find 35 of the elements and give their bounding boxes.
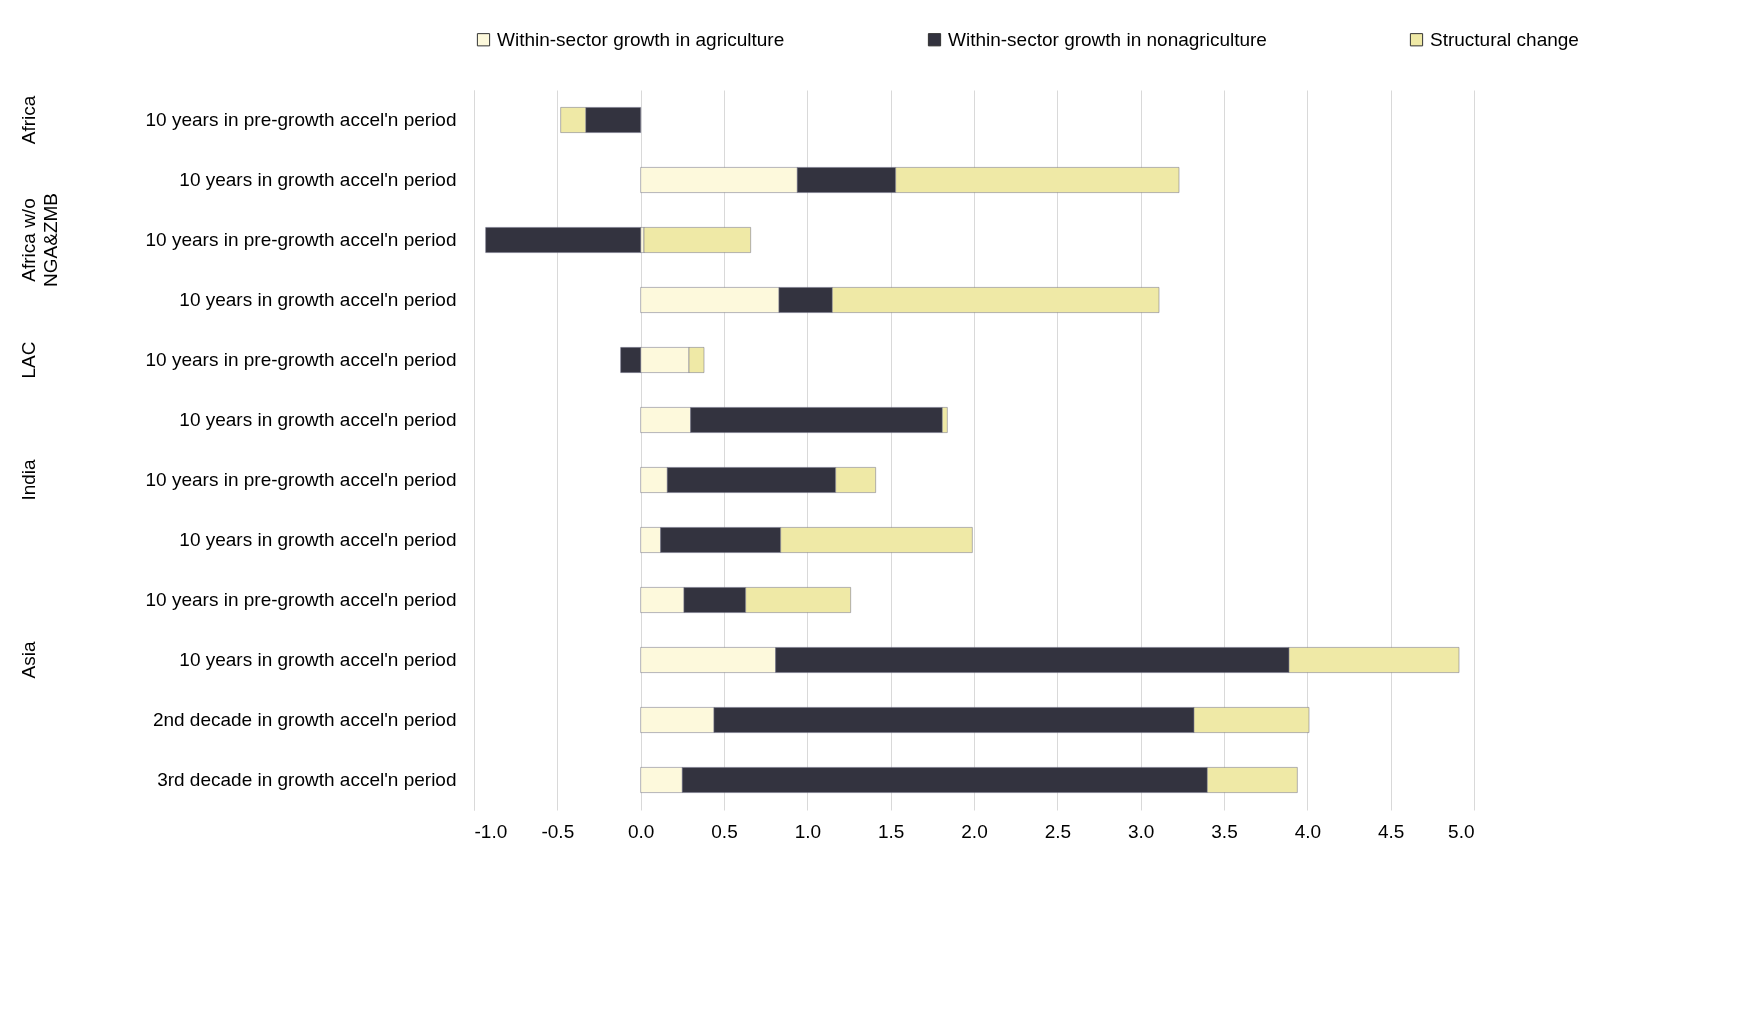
y-tick-label: 10 years in pre-growth accel'n period <box>145 109 457 130</box>
x-tick-label: -1.0 <box>474 820 508 842</box>
text: LAC <box>18 341 39 379</box>
bar <box>485 227 641 253</box>
bar <box>643 227 751 253</box>
x-tick-label: 2.0 <box>961 820 988 842</box>
y-tick-label: 10 years in pre-growth accel'n period <box>145 469 457 490</box>
x-tick-label: 0.5 <box>711 820 738 842</box>
y-tick-label: 10 years in growth accel'n period <box>179 289 457 310</box>
legend-label: Structural change <box>1430 28 1579 50</box>
y-tick-label: 3rd decade in growth accel'n period <box>157 769 457 790</box>
y-tick-label: 10 years in growth accel'n period <box>179 169 457 190</box>
text: Africa w/o NGA&ZMB <box>18 193 61 287</box>
y-tick-label: 10 years in growth accel'n period <box>179 409 457 430</box>
y-tick-label: 2nd decade in growth accel'n period <box>152 709 457 730</box>
x-tick-label: 4.0 <box>1294 820 1322 842</box>
y-tick-label: 10 years in pre-growth accel'n period <box>145 589 457 610</box>
x-tick-label: 1.5 <box>877 820 905 842</box>
legend-label: Within-sector growth in nonagriculture <box>948 28 1267 50</box>
x-tick-label: 3.0 <box>1127 820 1155 842</box>
y-tick-label: 10 years in pre-growth accel'n period <box>145 229 457 250</box>
x-tick-label: 4.5 <box>1377 820 1405 842</box>
y-tick-label: 10 years in growth accel'n period <box>179 649 457 670</box>
x-tick-label: -0.5 <box>541 820 575 842</box>
x-tick-label: 2.5 <box>1044 820 1072 842</box>
x-tick-label: 3.5 <box>1211 820 1238 842</box>
x-tick-label: 1.0 <box>794 820 822 842</box>
text: Asia <box>18 641 39 679</box>
text: India <box>18 458 39 501</box>
x-tick-label: 0.0 <box>627 820 655 842</box>
y-tick-label: 10 years in pre-growth accel'n period <box>145 349 457 370</box>
x-tick-label: 5.0 <box>1448 820 1475 842</box>
text: Africa <box>18 95 39 145</box>
y-tick-label: 10 years in growth accel'n period <box>179 529 457 550</box>
legend-label: Within-sector growth in agriculture <box>497 28 785 50</box>
